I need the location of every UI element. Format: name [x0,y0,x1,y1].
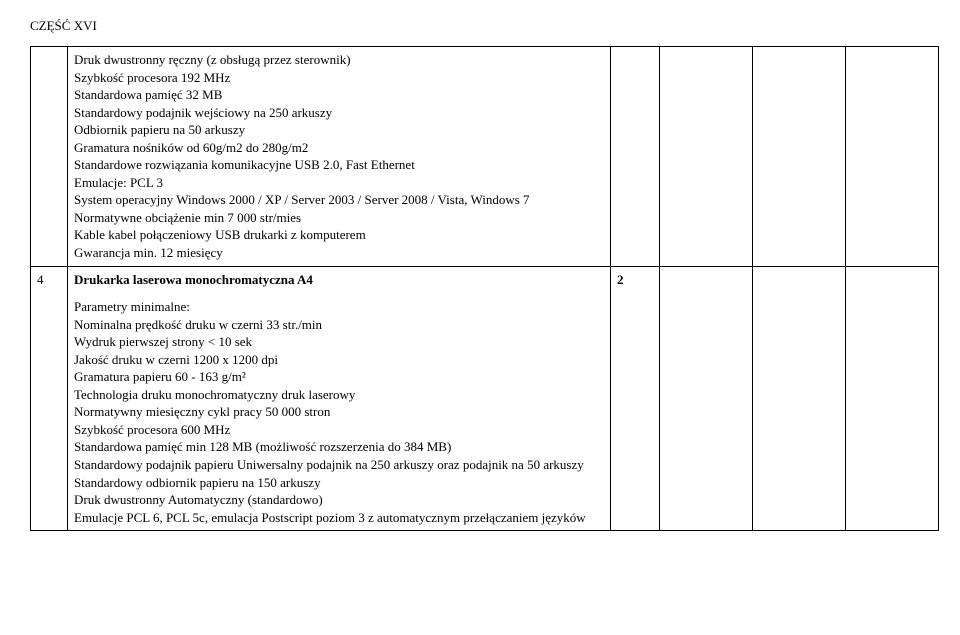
spec-line: Gramatura papieru 60 - 163 g/m² [74,368,604,386]
spec-line: Standardowa pamięć 32 MB [74,86,604,104]
row-spec: Drukarka laserowa monochromatyczna A4 Pa… [68,266,611,531]
spec-line: Nominalna prędkość druku w czerni 33 str… [74,316,604,334]
spec-line: Druk dwustronny ręczny (z obsługą przez … [74,51,604,69]
spec-line: Wydruk pierwszej strony < 10 sek [74,333,604,351]
spec-line: Standardowy podajnik papieru Uniwersalny… [74,456,604,474]
spec-line: System operacyjny Windows 2000 / XP / Se… [74,191,604,209]
row-index [31,47,68,267]
row-blank [660,47,753,267]
spec-line: Standardowy podajnik wejściowy na 250 ar… [74,104,604,122]
spec-lines: Druk dwustronny ręczny (z obsługą przez … [74,51,604,262]
spec-line: Standardowe rozwiązania komunikacyjne US… [74,156,604,174]
row-blank [753,266,846,531]
row-blank [846,47,939,267]
table-row: 4 Drukarka laserowa monochromatyczna A4 … [31,266,939,531]
spec-line: Odbiornik papieru na 50 arkuszy [74,121,604,139]
spec-line: Normatywne obciążenie min 7 000 str/mies [74,209,604,227]
spec-line: Normatywny miesięczny cykl pracy 50 000 … [74,403,604,421]
spec-line: Jakość druku w czerni 1200 x 1200 dpi [74,351,604,369]
row-blank [753,47,846,267]
spec-subtitle: Parametry minimalne: [74,298,604,316]
spec-line: Kable kabel połączeniowy USB drukarki z … [74,226,604,244]
row-index: 4 [31,266,68,531]
page-header: CZĘŚĆ XVI [30,18,930,34]
spec-line: Emulacje: PCL 3 [74,174,604,192]
spec-line: Standardowy odbiornik papieru na 150 ark… [74,474,604,492]
row-blank [846,266,939,531]
spec-line: Szybkość procesora 192 MHz [74,69,604,87]
row-spec: Druk dwustronny ręczny (z obsługą przez … [68,47,611,267]
spec-line: Gramatura nośników od 60g/m2 do 280g/m2 [74,139,604,157]
spacer [74,288,604,298]
table-row: Druk dwustronny ręczny (z obsługą przez … [31,47,939,267]
spec-line: Gwarancja min. 12 miesięcy [74,244,604,262]
spec-line: Szybkość procesora 600 MHz [74,421,604,439]
spec-line: Technologia druku monochromatyczny druk … [74,386,604,404]
spec-table: Druk dwustronny ręczny (z obsługą przez … [30,46,939,531]
spec-line: Standardowa pamięć min 128 MB (możliwość… [74,438,604,456]
spec-line: Druk dwustronny Automatyczny (standardow… [74,491,604,509]
row-blank [660,266,753,531]
row-qty: 2 [611,266,660,531]
spec-line: Emulacje PCL 6, PCL 5c, emulacja Postscr… [74,509,604,527]
product-title: Drukarka laserowa monochromatyczna A4 [74,271,604,289]
row-qty [611,47,660,267]
